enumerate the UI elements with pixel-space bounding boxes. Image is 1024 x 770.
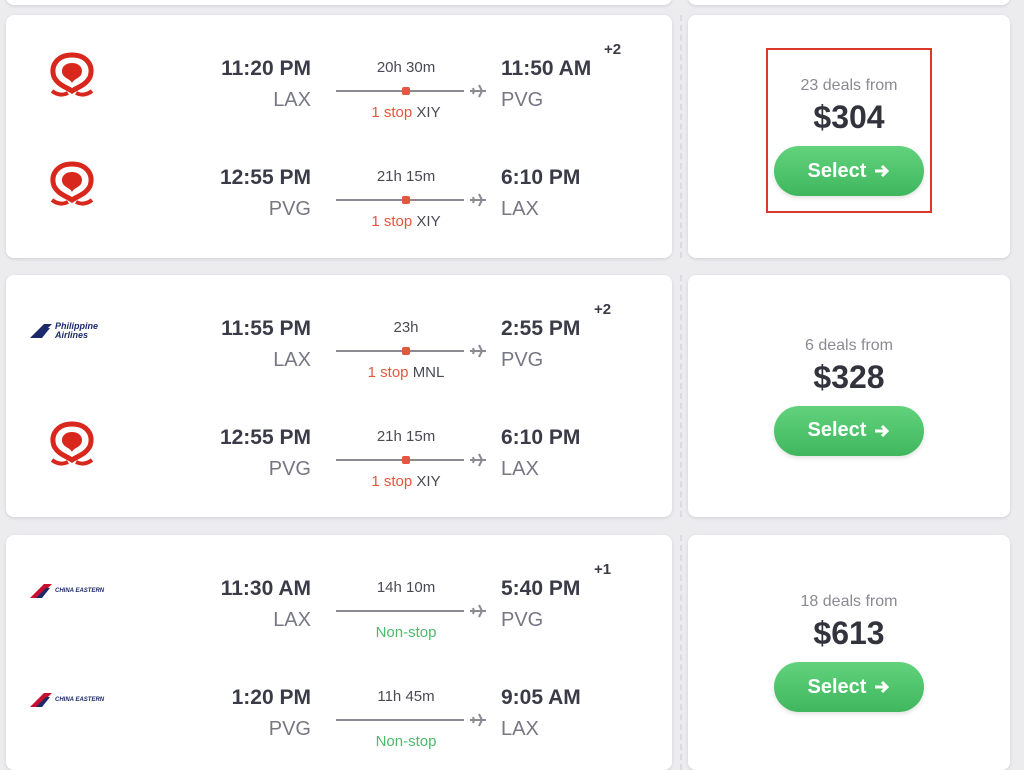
via-airport: XIY xyxy=(416,104,441,121)
airline-logo xyxy=(50,421,94,466)
route-line xyxy=(336,193,486,207)
depart-airport: PVG xyxy=(268,198,311,220)
flight-card xyxy=(6,275,672,517)
stops-info: Non-stop xyxy=(336,733,476,750)
price-card xyxy=(688,275,1010,517)
logo-mark xyxy=(30,324,52,338)
depart-time: 11:30 AM xyxy=(220,577,311,600)
stops: 1 stop xyxy=(367,364,409,381)
stops: Non-stop xyxy=(375,624,437,641)
depart-airport: PVG xyxy=(268,718,311,740)
select-button[interactable]: Select xyxy=(774,662,924,712)
card-separator xyxy=(680,535,682,770)
price-section: 23 deals from $304 Select xyxy=(688,15,1010,258)
depart-airport: LAX xyxy=(273,609,311,631)
select-button[interactable]: Select xyxy=(774,405,924,456)
card-separator xyxy=(680,15,682,258)
deals-count: 23 deals from xyxy=(800,77,898,94)
arrive-time: 9:05 AM xyxy=(501,686,581,709)
arrive-airport: LAX xyxy=(501,458,539,480)
arrive-time: 6:10 PM xyxy=(501,426,581,449)
stops: 1 stop xyxy=(371,104,413,121)
stops: 1 stop xyxy=(371,213,413,230)
card-partial xyxy=(688,0,1010,5)
via-airport: XIY xyxy=(416,213,441,230)
arrow-icon xyxy=(875,680,890,694)
route-line xyxy=(336,453,486,467)
arrive-time: 11:50 AM xyxy=(501,57,592,80)
day-offset: +2 xyxy=(594,301,612,318)
arrive-time: 2:55 PM xyxy=(501,317,581,340)
flight-card xyxy=(6,535,672,770)
depart-time: 12:55 PM xyxy=(219,426,311,449)
price-section: 18 deals from $613 Select xyxy=(688,535,1010,770)
via-airport: MNL xyxy=(412,364,445,381)
duration: 23h xyxy=(393,319,419,336)
route-line xyxy=(336,604,486,618)
arrow-icon xyxy=(875,424,890,437)
select-button[interactable]: Select xyxy=(774,146,924,196)
price-card xyxy=(688,15,1010,258)
depart-time: 11:55 PM xyxy=(221,317,311,340)
depart-airport: PVG xyxy=(268,458,311,480)
route-line xyxy=(336,84,486,98)
depart-time: 12:55 PM xyxy=(219,166,311,189)
logo-text: CHINA EASTERN xyxy=(55,697,105,703)
logo-text: Philippine Airlines xyxy=(55,321,99,340)
price: $304 xyxy=(813,99,885,135)
day-offset: +1 xyxy=(594,561,612,578)
button-label: Select xyxy=(807,675,867,698)
stops-info: 1 stop XIY xyxy=(336,213,476,230)
route-line xyxy=(336,344,486,358)
deals-count: 6 deals from xyxy=(804,336,894,354)
arrive-airport: LAX xyxy=(501,198,539,220)
logo-mark xyxy=(30,584,52,598)
airline-logo: CHINA EASTERN xyxy=(30,688,116,712)
logo-mark xyxy=(30,693,52,707)
depart-airport: LAX xyxy=(273,349,311,371)
price: $328 xyxy=(813,358,885,395)
deals-count: 18 deals from xyxy=(800,593,898,610)
arrive-airport: LAX xyxy=(501,718,539,740)
airline-logo: CHINA EASTERN xyxy=(30,579,116,603)
arrive-airport: PVG xyxy=(501,349,544,371)
arrive-time: 6:10 PM xyxy=(501,166,581,189)
depart-time: 11:20 PM xyxy=(221,57,311,80)
airline-logo xyxy=(50,161,94,206)
via-airport: XIY xyxy=(416,473,441,490)
price: $613 xyxy=(813,615,885,651)
depart-airport: LAX xyxy=(273,89,311,111)
card-partial xyxy=(6,0,672,5)
airline-logo: Philippine Airlines xyxy=(30,319,116,343)
card-separator xyxy=(680,275,682,517)
stops-info: 1 stop MNL xyxy=(336,364,476,381)
flight-card xyxy=(6,15,672,258)
stops-info: Non-stop xyxy=(336,624,476,641)
duration: 14h 10m xyxy=(376,579,436,596)
duration: 20h 30m xyxy=(376,59,436,76)
stops-info: 1 stop XIY xyxy=(336,104,476,121)
highlight-box xyxy=(766,48,932,213)
stops: 1 stop xyxy=(371,473,413,490)
arrive-time: 5:40 PM xyxy=(501,577,581,600)
stops: Non-stop xyxy=(375,733,437,750)
stops-info: 1 stop XIY xyxy=(336,473,476,490)
duration: 21h 15m xyxy=(376,168,436,185)
duration: 11h 45m xyxy=(377,688,435,705)
arrive-airport: PVG xyxy=(501,89,544,111)
button-label: Select xyxy=(807,159,867,182)
arrow-icon xyxy=(875,164,890,178)
route-line xyxy=(336,713,486,727)
arrive-airport: PVG xyxy=(501,609,544,631)
button-label: Select xyxy=(807,419,867,441)
airline-logo xyxy=(50,52,94,97)
day-offset: +2 xyxy=(604,41,622,58)
price-card xyxy=(688,535,1010,770)
depart-time: 1:20 PM xyxy=(231,686,311,709)
duration: 21h 15m xyxy=(376,428,436,445)
logo-text: CHINA EASTERN xyxy=(55,588,105,594)
price-section: 6 deals from $328 Select xyxy=(688,275,1010,517)
